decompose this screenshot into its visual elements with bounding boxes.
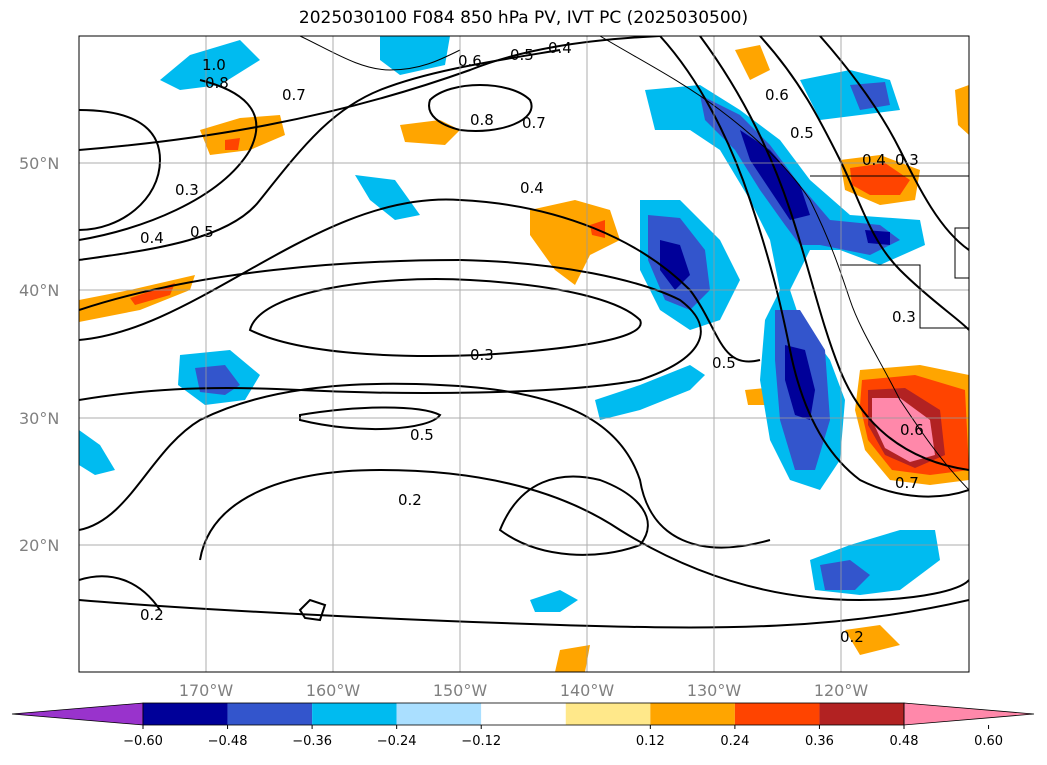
lat-label: 40°N: [19, 281, 59, 300]
contour-label: 0.6: [900, 421, 924, 439]
contour-labels: 1.0 0.8 0.7 0.6 0.5 0.4 0.8 0.7 0.6 0.5 …: [140, 39, 924, 646]
lon-label: 160°W: [306, 681, 361, 700]
colorbar-extend-high: [903, 702, 1035, 726]
longitude-labels: 170°W 160°W 150°W 140°W 130°W 120°W: [179, 681, 869, 700]
contour-label: 0.3: [470, 346, 494, 364]
contour-label: 0.7: [522, 114, 546, 132]
lon-label: 150°W: [433, 681, 488, 700]
contour-label: 0.2: [840, 628, 864, 646]
lon-label: 170°W: [179, 681, 234, 700]
colorbar-tick-label: 0.60: [974, 734, 1003, 749]
contour-label: 0.5: [410, 426, 434, 444]
contour-label: 0.6: [458, 52, 482, 70]
contour-label: 0.8: [205, 74, 229, 92]
colorbar-frame: [142, 702, 905, 726]
colorbar-segment: [565, 703, 651, 725]
colorbar-tick-label: 0.36: [805, 734, 834, 749]
lat-label: 20°N: [19, 536, 59, 555]
contour-label: 0.4: [862, 151, 886, 169]
colorbar-tick-label: −0.36: [292, 734, 332, 749]
contour-label: 0.7: [282, 86, 306, 104]
colorbar-segment: [650, 703, 735, 725]
colorbar-tick-label: 0.24: [720, 734, 749, 749]
pv-contours: [79, 36, 969, 629]
colorbar-tick-label: 0.12: [636, 734, 665, 749]
colorbar-segment: [734, 703, 820, 725]
contour-label: 0.5: [790, 124, 814, 142]
colorbar-segment: [143, 703, 228, 725]
contour-label: 0.8: [470, 111, 494, 129]
colorbar-tick-label: −0.48: [208, 734, 248, 749]
contour-label: 0.3: [892, 308, 916, 326]
map-title: 2025030100 F084 850 hPa PV, IVT PC (2025…: [298, 8, 749, 28]
latitude-labels: 50°N 40°N 30°N 20°N: [19, 154, 59, 555]
map-frame: [78, 35, 970, 673]
shaded-field: [79, 36, 969, 672]
contour-label: 0.5: [510, 46, 534, 64]
colorbar-extend-low: [11, 702, 144, 726]
colorbar-tick-label: −0.12: [461, 734, 501, 749]
lon-label: 140°W: [560, 681, 615, 700]
colorbar-tick-label: −0.60: [123, 734, 163, 749]
colorbar: −0.60 −0.48 −0.36 −0.24 −0.12 0.12 0.24 0.36 0.4…: [11, 702, 1035, 749]
lat-label: 30°N: [19, 409, 59, 428]
contour-label: 0.3: [895, 151, 919, 169]
contour-label: 0.5: [712, 354, 736, 372]
colorbar-segment: [396, 703, 482, 725]
colorbar-segment: [227, 703, 313, 725]
coastline: [299, 36, 969, 491]
contour-label: 0.6: [765, 86, 789, 104]
contour-label: 0.4: [548, 39, 572, 57]
contour-label: 0.2: [398, 491, 422, 509]
contour-label: 0.7: [895, 474, 919, 492]
colorbar-tick-label: 0.48: [890, 734, 919, 749]
contour-label: 0.4: [520, 179, 544, 197]
colorbar-segment: [481, 703, 566, 725]
contour-label: 0.2: [140, 606, 164, 624]
contour-label: 1.0: [202, 56, 226, 74]
lon-label: 130°W: [687, 681, 742, 700]
colorbar-tick-label: −0.24: [377, 734, 417, 749]
lat-label: 50°N: [19, 154, 59, 173]
graticule: [79, 36, 969, 672]
contour-label: 0.4: [140, 229, 164, 247]
lon-label: 120°W: [814, 681, 869, 700]
colorbar-segment: [312, 703, 397, 725]
contour-label: 0.3: [175, 181, 199, 199]
colorbar-segment: [819, 703, 904, 725]
contour-label: 0.5: [190, 223, 214, 241]
